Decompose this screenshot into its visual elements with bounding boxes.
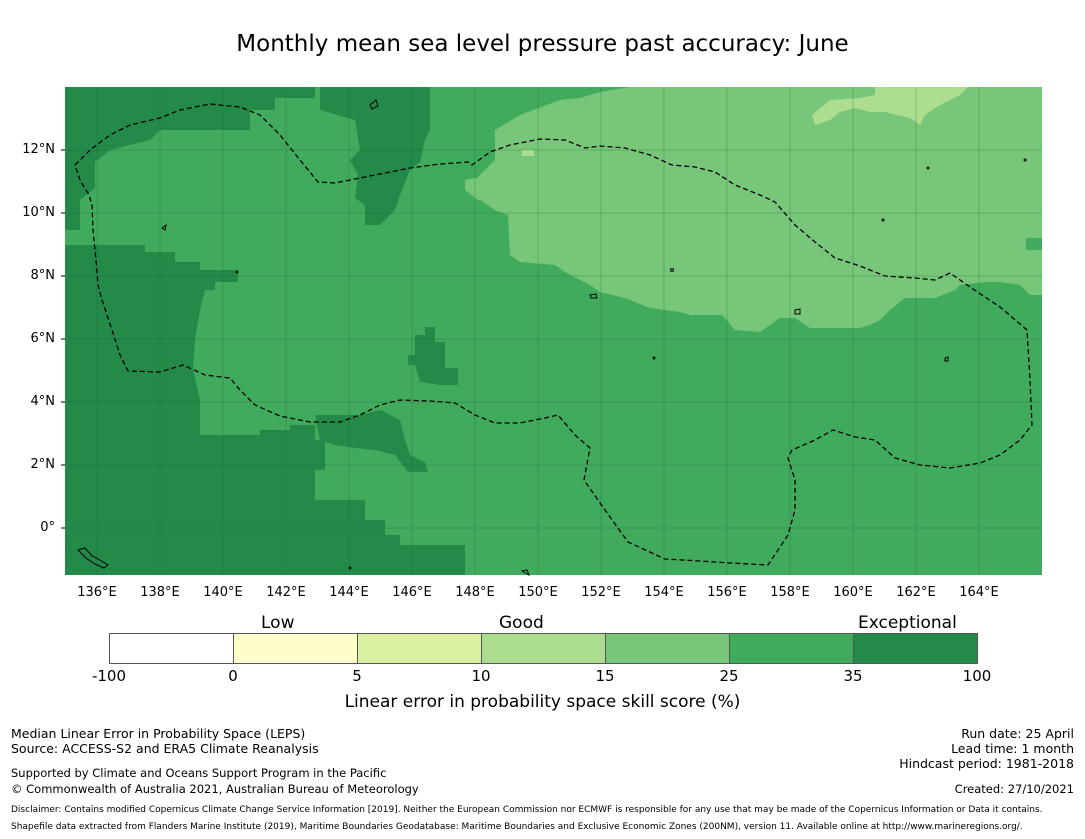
lon-label-160e: 160°E [833,585,873,600]
colorbar-tick: 10 [471,667,491,685]
colorbar-category-exceptional: Exceptional [858,613,957,633]
info-leps: Median Linear Error in Probability Space… [11,726,306,741]
lon-label-154e: 154°E [644,585,684,600]
colorbar-category-low: Low [261,613,295,633]
lat-label-0: 0° [40,520,55,535]
region-exceptional-central [320,87,430,225]
region-exceptional-west [65,87,315,230]
colorbar-box-3 [357,633,482,664]
region-exceptional-southwest [65,245,465,575]
info-copyright: © Commonwealth of Australia 2021, Austra… [11,782,419,796]
lon-label-144e: 144°E [329,585,369,600]
colorbar-box-1 [109,633,234,664]
region-band-15-25 [470,87,1042,332]
lon-label-140e: 140°E [203,585,243,600]
map-svg [61,87,1042,577]
region-exceptional-midisland [408,327,458,385]
lat-label-10n: 10°N [22,205,55,220]
region-right-notch [1026,238,1042,250]
lon-label-148e: 148°E [455,585,495,600]
info-lead-time: Lead time: 1 month [951,741,1074,756]
colorbar-box-7 [853,633,978,664]
colorbar-box-6 [729,633,854,664]
lon-label-142e: 142°E [266,585,306,600]
islands [77,99,1027,577]
info-hindcast: Hindcast period: 1981-2018 [899,756,1074,771]
lat-label-4n: 4°N [30,394,56,409]
info-created: Created: 27/10/2021 [954,782,1074,796]
region-band-15-25-fringe [465,175,500,200]
region-band-10-15-spot [522,150,534,156]
colorbar-tick: 15 [595,667,615,685]
colorbar-tick: 25 [719,667,739,685]
chart-title: Monthly mean sea level pressure past acc… [236,31,849,57]
axis-ticks [61,149,65,529]
disclaimer-copernicus: Disclaimer: Contains modified Copernicus… [11,805,1043,815]
colorbar-box-2 [233,633,358,664]
disclaimer-shapefile: Shapefile data extracted from Flanders M… [11,822,1023,832]
lon-label-150e: 150°E [518,585,558,600]
colorbar-tick: 100 [962,667,992,685]
info-run-date: Run date: 25 April [961,726,1074,741]
colorbar-svg [109,633,978,664]
region-exceptional-south [315,410,428,472]
colorbar-box-4 [481,633,606,664]
colorbar-tick: 35 [843,667,863,685]
lon-label-164e: 164°E [959,585,999,600]
lon-label-162e: 162°E [896,585,936,600]
lon-label-136e: 136°E [77,585,117,600]
lon-label-146e: 146°E [392,585,432,600]
graticule [65,87,1042,575]
eez-boundary [74,103,1033,566]
colorbar-tick: 5 [352,667,362,685]
colorbar-tick: 0 [228,667,238,685]
colorbar-tick: -100 [91,667,127,685]
lat-label-12n: 12°N [22,142,55,157]
info-source: Source: ACCESS-S2 and ERA5 Climate Reana… [11,741,319,756]
lat-label-8n: 8°N [30,268,56,283]
region-band-10-15 [812,87,968,125]
skill-map [61,87,1042,577]
lon-label-156e: 156°E [707,585,747,600]
info-supported: Supported by Climate and Oceans Support … [11,766,387,780]
lon-label-152e: 152°E [581,585,621,600]
colorbar-box-5 [605,633,730,664]
colorbar-label: Linear error in probability space skill … [344,692,741,712]
lat-label-6n: 6°N [30,331,56,346]
lon-label-138e: 138°E [140,585,180,600]
lon-label-158e: 158°E [770,585,810,600]
lat-label-2n: 2°N [30,457,56,472]
colorbar-category-good: Good [499,613,544,633]
